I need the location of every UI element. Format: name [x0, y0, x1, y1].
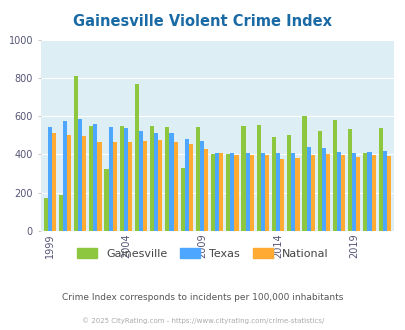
Bar — [154, 133, 158, 231]
Bar — [43, 197, 47, 231]
Bar — [264, 155, 269, 231]
Bar — [188, 144, 192, 231]
Text: © 2025 CityRating.com - https://www.cityrating.com/crime-statistics/: © 2025 CityRating.com - https://www.city… — [82, 317, 323, 324]
Bar — [199, 141, 204, 231]
Bar — [143, 141, 147, 231]
Bar — [74, 76, 78, 231]
Bar — [306, 147, 310, 231]
Bar — [119, 126, 124, 231]
Bar — [230, 153, 234, 231]
Bar — [356, 157, 360, 231]
Bar — [241, 126, 245, 231]
Bar — [367, 151, 371, 231]
Bar — [82, 136, 86, 231]
Bar — [169, 133, 173, 231]
Bar — [302, 116, 306, 231]
Bar — [295, 158, 299, 231]
Bar — [165, 127, 169, 231]
Bar — [290, 152, 295, 231]
Bar — [67, 135, 71, 231]
Bar — [310, 155, 314, 231]
Bar — [377, 128, 382, 231]
Bar — [275, 153, 279, 231]
Bar — [113, 142, 117, 231]
Bar — [260, 153, 264, 231]
Bar — [351, 152, 356, 231]
Bar — [93, 124, 97, 231]
Bar — [332, 120, 336, 231]
Bar — [173, 142, 177, 231]
Bar — [382, 150, 386, 231]
Bar — [158, 140, 162, 231]
Bar — [215, 153, 219, 231]
Bar — [139, 130, 143, 231]
Bar — [211, 154, 215, 231]
Bar — [271, 137, 275, 231]
Bar — [134, 83, 139, 231]
Bar — [59, 195, 63, 231]
Bar — [279, 159, 284, 231]
Bar — [78, 119, 82, 231]
Bar — [63, 121, 67, 231]
Bar — [204, 149, 208, 231]
Bar — [249, 155, 253, 231]
Bar — [97, 142, 101, 231]
Bar — [362, 152, 367, 231]
Bar — [128, 142, 132, 231]
Bar — [317, 131, 321, 231]
Bar — [124, 128, 128, 231]
Bar — [219, 153, 223, 231]
Bar — [234, 155, 238, 231]
Bar — [321, 148, 325, 231]
Bar — [184, 139, 188, 231]
Bar — [347, 129, 351, 231]
Bar — [386, 156, 390, 231]
Bar — [340, 155, 344, 231]
Bar — [195, 127, 199, 231]
Bar — [226, 154, 230, 231]
Bar — [256, 125, 260, 231]
Bar — [89, 126, 93, 231]
Bar — [150, 126, 154, 231]
Legend: Gainesville, Texas, National: Gainesville, Texas, National — [72, 244, 333, 263]
Bar — [52, 133, 56, 231]
Text: Gainesville Violent Crime Index: Gainesville Violent Crime Index — [73, 14, 332, 29]
Bar — [325, 154, 329, 231]
Bar — [371, 155, 375, 231]
Bar — [286, 135, 290, 231]
Bar — [47, 127, 52, 231]
Bar — [104, 169, 108, 231]
Bar — [245, 152, 249, 231]
Bar — [180, 168, 184, 231]
Text: Crime Index corresponds to incidents per 100,000 inhabitants: Crime Index corresponds to incidents per… — [62, 292, 343, 302]
Bar — [108, 127, 113, 231]
Bar — [336, 151, 340, 231]
